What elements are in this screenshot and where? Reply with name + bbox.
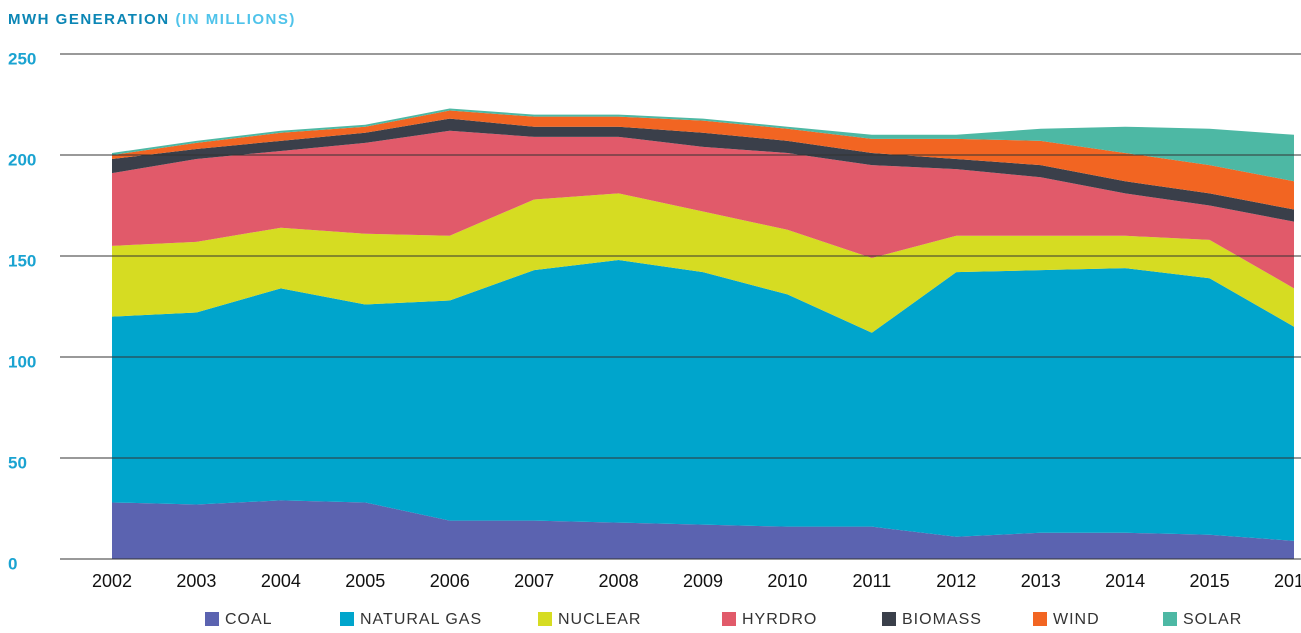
x-tick-label: 2008: [599, 571, 639, 591]
y-tick-label: 50: [8, 453, 27, 472]
legend-item: HYRDRO: [722, 611, 817, 628]
legend-swatch: [722, 612, 736, 626]
x-tick-label: 2009: [683, 571, 723, 591]
y-tick-label: 250: [8, 49, 36, 68]
areas: [112, 108, 1294, 559]
legend-item: NUCLEAR: [538, 611, 641, 628]
legend-swatch: [538, 612, 552, 626]
area: [112, 130, 1294, 289]
x-tick-label: 2005: [345, 571, 385, 591]
area: [112, 118, 1294, 222]
legend-item: WIND: [1033, 611, 1100, 628]
y-tick-label: 100: [8, 352, 36, 371]
legend-label: NUCLEAR: [558, 611, 641, 628]
x-tick-label: 2010: [767, 571, 807, 591]
legend-item: NATURAL GAS: [340, 611, 482, 628]
chart-title: MWH GENERATION: [8, 11, 170, 28]
area: [112, 193, 1294, 333]
y-tick-label: 150: [8, 251, 36, 270]
x-tick-label: 2014: [1105, 571, 1145, 591]
legend-label: SOLAR: [1183, 611, 1242, 628]
legend-label: NATURAL GAS: [360, 611, 482, 628]
legend-item: BIOMASS: [882, 611, 982, 628]
legend-swatch: [1163, 612, 1177, 626]
axes: 0 50 100 150 200 250 2002 2003 2004 2005 2006 2007 2…: [8, 49, 1301, 628]
legend-item: COAL: [205, 611, 273, 628]
y-tick-label: 200: [8, 150, 36, 169]
legend-swatch: [205, 612, 219, 626]
legend-label: BIOMASS: [902, 611, 982, 628]
area: [112, 500, 1294, 559]
chart-title-unit: (IN MILLIONS): [176, 11, 296, 28]
legend-swatch: [340, 612, 354, 626]
legend-label: HYRDRO: [742, 611, 817, 628]
y-tick-label: 0: [8, 554, 17, 573]
legend-swatch: [882, 612, 896, 626]
x-tick-label: 2006: [430, 571, 470, 591]
x-tick-label: 2004: [261, 571, 301, 591]
x-tick-label: 2002: [92, 571, 132, 591]
chart-title-group: MWH GENERATION (IN MILLIONS): [8, 11, 296, 28]
x-tick-label: 2011: [852, 571, 891, 591]
legend-label: WIND: [1053, 611, 1100, 628]
x-tick-label: 2013: [1021, 571, 1061, 591]
legend-swatch: [1033, 612, 1047, 626]
x-tick-label: 2003: [176, 571, 216, 591]
x-tick-label: 2012: [936, 571, 976, 591]
x-tick-label: 2015: [1190, 571, 1230, 591]
area: [112, 260, 1294, 541]
x-tick-label: 2007: [514, 571, 554, 591]
x-tick-label: 2016: [1274, 571, 1301, 591]
legend-label: COAL: [225, 611, 273, 628]
legend-item: SOLAR: [1163, 611, 1242, 628]
area: [112, 110, 1294, 210]
